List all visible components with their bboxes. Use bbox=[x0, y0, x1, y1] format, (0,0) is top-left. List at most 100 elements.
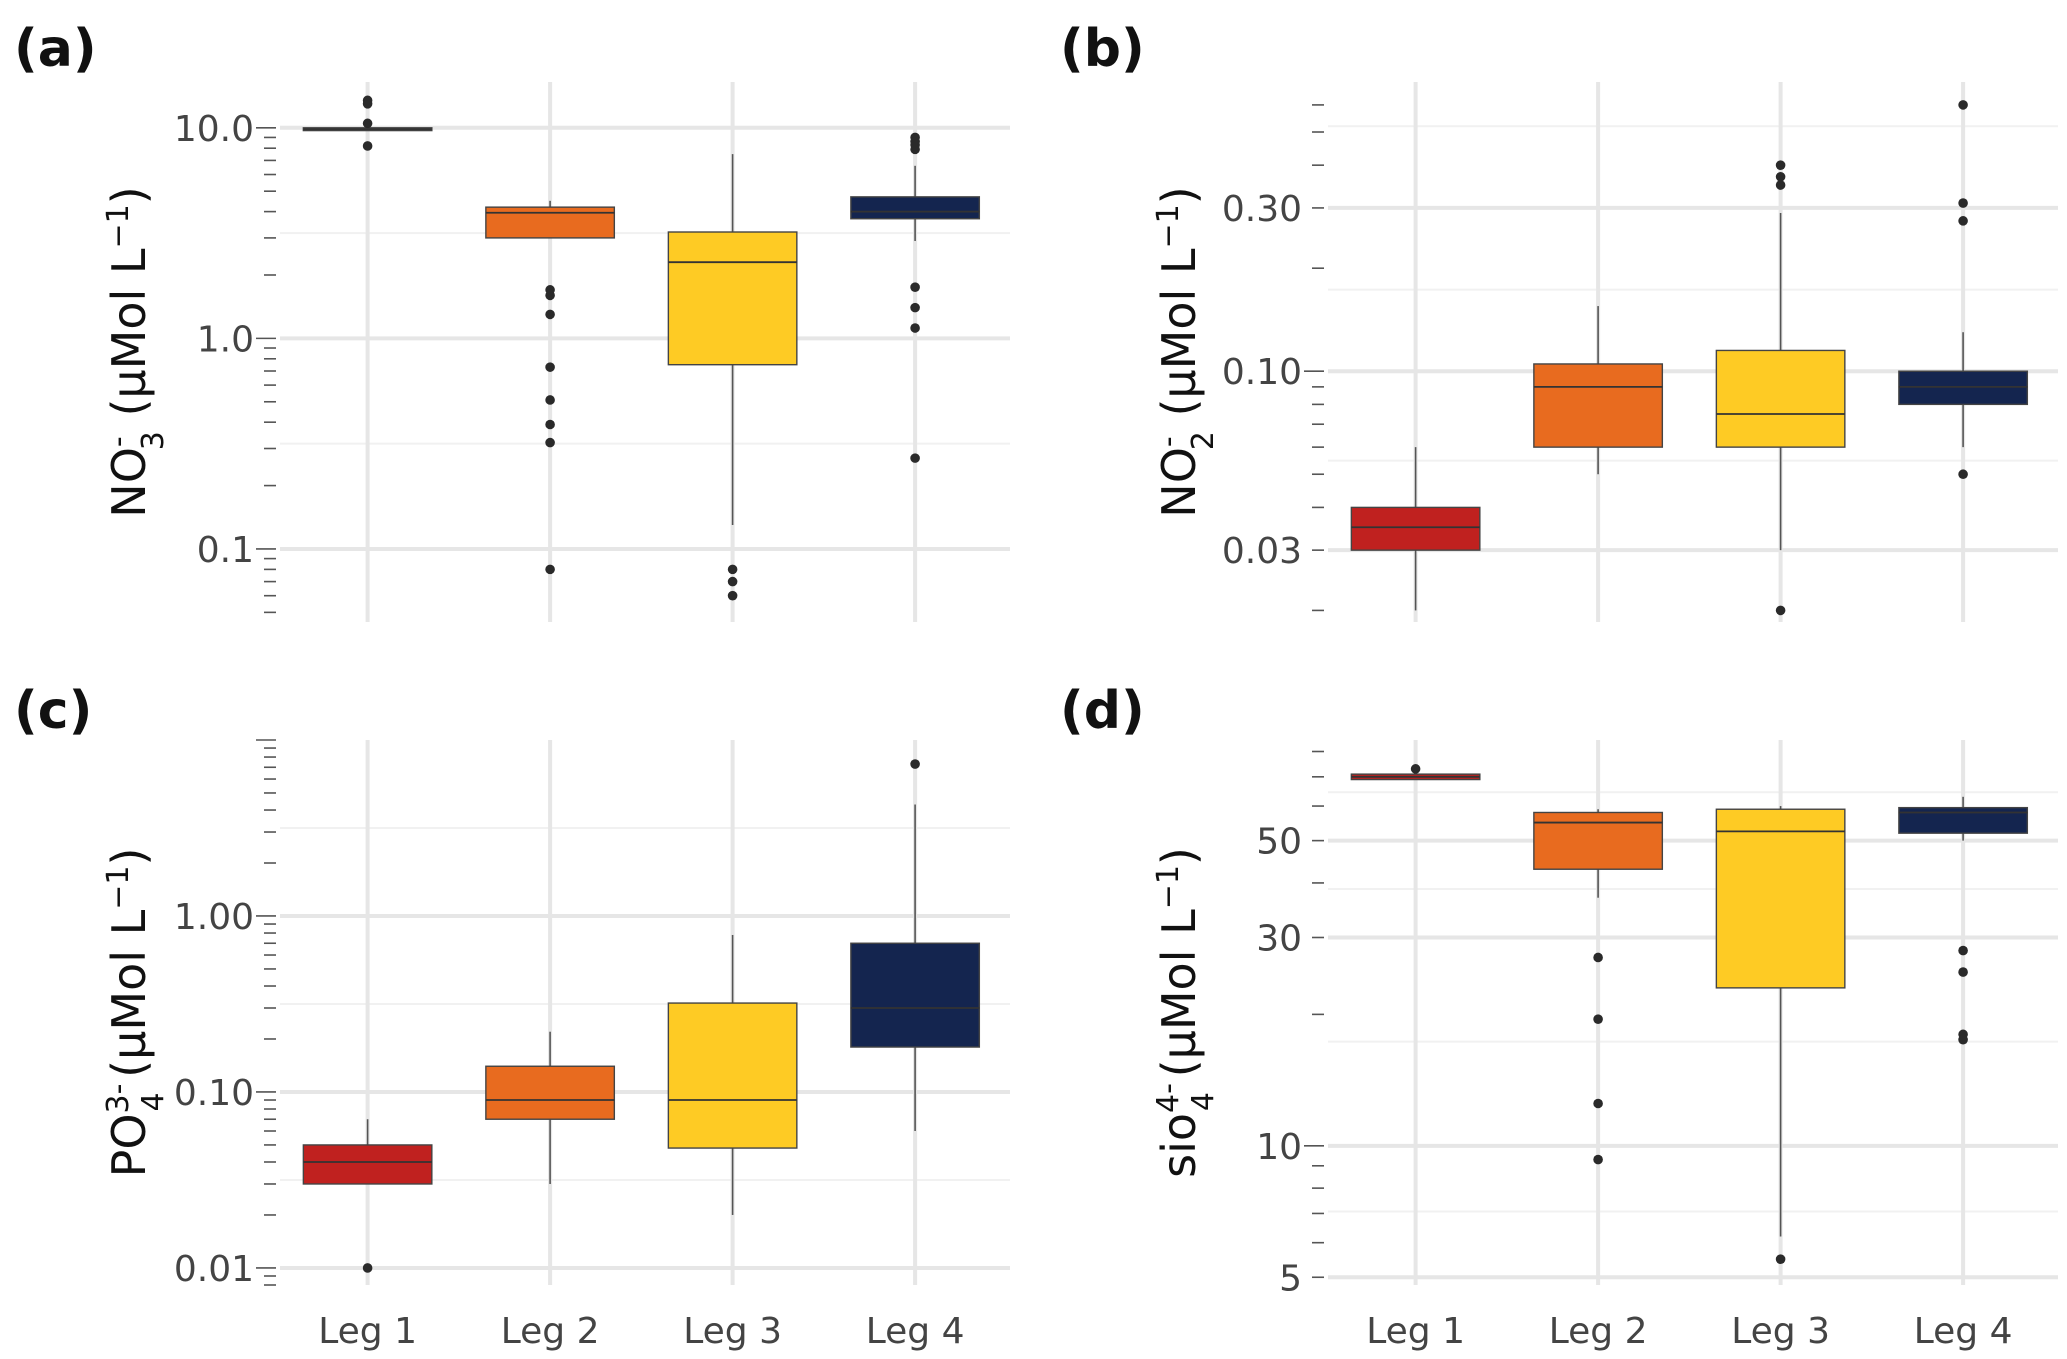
y-title-units: (µMol L bbox=[1152, 248, 1206, 431]
outlier-point bbox=[1775, 171, 1786, 182]
outlier-point bbox=[1958, 967, 1968, 977]
outlier-point bbox=[910, 144, 920, 155]
y-title-sub: 3 bbox=[136, 431, 171, 450]
outlier-point bbox=[1593, 1014, 1603, 1024]
panel-label: (d) bbox=[1060, 681, 1145, 741]
y-tick-label: 0.03 bbox=[1222, 531, 1302, 572]
box-body bbox=[1715, 808, 1846, 989]
y-tick-label: 0.1 bbox=[197, 530, 254, 571]
outlier-point bbox=[545, 564, 555, 575]
x-tick-label: Leg 3 bbox=[683, 1311, 782, 1352]
box-leg-1 bbox=[1350, 447, 1481, 611]
box-leg-3 bbox=[1715, 806, 1846, 1264]
box-leg-4 bbox=[1898, 796, 2029, 1045]
box-body bbox=[1533, 363, 1664, 448]
box-body bbox=[850, 196, 981, 220]
y-tick-label: 0.30 bbox=[1222, 189, 1302, 230]
outlier-point bbox=[1958, 216, 1968, 226]
outlier-point bbox=[727, 564, 738, 575]
outlier-point bbox=[910, 282, 920, 293]
y-title-sub: 2 bbox=[1186, 431, 1221, 450]
outlier-point bbox=[1958, 100, 1968, 110]
y-title-units-close: ) bbox=[102, 848, 156, 866]
outlier-point bbox=[545, 395, 555, 405]
y-title-sub: 4 bbox=[1186, 1092, 1221, 1111]
y-title-base: sio bbox=[1152, 1113, 1206, 1178]
outlier-point bbox=[1958, 198, 1968, 208]
box-leg-2 bbox=[1533, 809, 1664, 1165]
outlier-point bbox=[1593, 1154, 1603, 1165]
y-title-units-close: ) bbox=[102, 186, 156, 204]
x-tick-label: Leg 3 bbox=[1731, 1311, 1830, 1352]
y-tick-label: 1.0 bbox=[197, 319, 254, 360]
outlier-point bbox=[362, 141, 373, 151]
y-tick-label: 30 bbox=[1256, 918, 1302, 959]
outlier-point bbox=[545, 419, 555, 430]
outlier-point bbox=[1775, 180, 1786, 190]
box-leg-2 bbox=[485, 1031, 616, 1184]
y-title-sub: 4 bbox=[136, 1092, 171, 1111]
box-leg-3 bbox=[667, 934, 798, 1215]
outlier-point bbox=[727, 576, 738, 587]
y-axis-title: NO-2 (µMol L−1) bbox=[1151, 186, 1221, 517]
y-tick-label: 50 bbox=[1256, 822, 1302, 863]
box-body bbox=[1715, 349, 1846, 448]
panel-label: (c) bbox=[14, 681, 92, 741]
outlier-point bbox=[1593, 1098, 1603, 1109]
y-tick-label: 0.01 bbox=[174, 1249, 254, 1290]
y-axis-title: sio4-4 (µMol L−1) bbox=[1151, 847, 1221, 1178]
box-leg-3 bbox=[667, 154, 798, 601]
panel-d: (d) 5 10 30 50 Leg 1 Leg 2 Leg 3 Leg 4 sio4-4 (µM… bbox=[1060, 681, 2058, 1352]
x-tick-label: Leg 1 bbox=[1366, 1311, 1465, 1352]
outlier-point bbox=[1775, 1254, 1786, 1264]
outlier-point bbox=[545, 309, 555, 320]
y-title-units-sup: −1 bbox=[101, 866, 136, 910]
outlier-point bbox=[362, 1263, 373, 1273]
outlier-point bbox=[545, 290, 555, 301]
y-title-sup: 4- bbox=[1151, 1083, 1186, 1113]
y-title-base: NO bbox=[102, 447, 156, 518]
y-axis-title: PO3-4 (µMol L−1) bbox=[101, 848, 171, 1178]
box-leg-1 bbox=[302, 95, 433, 151]
box-body bbox=[667, 231, 798, 366]
y-title-units-close: ) bbox=[1152, 186, 1206, 204]
y-title-units-sup: −1 bbox=[1151, 865, 1186, 909]
box-leg-1 bbox=[1350, 764, 1481, 781]
box-body bbox=[1898, 370, 2029, 406]
outlier-point bbox=[545, 437, 555, 448]
box-body bbox=[485, 1065, 616, 1120]
outlier-point bbox=[910, 759, 920, 769]
x-tick-label: Leg 4 bbox=[866, 1311, 965, 1352]
outlier-point bbox=[727, 590, 738, 601]
y-axis-title: NO-3 (µMol L−1) bbox=[101, 186, 171, 517]
y-title-units-sup: −1 bbox=[101, 204, 136, 248]
box-body bbox=[1533, 811, 1664, 870]
y-title-sup: 3- bbox=[101, 1084, 136, 1114]
y-tick-label: 0.10 bbox=[1222, 352, 1302, 393]
y-title-sup: - bbox=[1151, 436, 1186, 447]
box-body bbox=[302, 1144, 433, 1185]
x-tick-label: Leg 2 bbox=[1549, 1311, 1648, 1352]
box-body bbox=[485, 206, 616, 239]
outlier-point bbox=[910, 323, 920, 333]
outlier-point bbox=[545, 362, 555, 372]
x-tick-label: Leg 4 bbox=[1914, 1311, 2013, 1352]
outlier-point bbox=[1775, 160, 1786, 170]
box-body bbox=[1898, 806, 2029, 834]
outlier-point bbox=[1593, 952, 1603, 963]
y-title-units: (µMol L bbox=[102, 248, 156, 431]
y-tick-label: 10.0 bbox=[174, 109, 254, 150]
outlier-point bbox=[1958, 1034, 1968, 1045]
y-tick-label: 10 bbox=[1256, 1127, 1302, 1168]
y-title-units: (µMol L bbox=[1152, 909, 1206, 1092]
box-leg-4 bbox=[1898, 100, 2029, 480]
y-title-units-sup: −1 bbox=[1151, 204, 1186, 248]
outlier-point bbox=[910, 453, 920, 463]
y-title-sup: - bbox=[101, 436, 136, 447]
box-leg-1 bbox=[302, 1119, 433, 1273]
x-tick-label: Leg 1 bbox=[318, 1311, 417, 1352]
box-body bbox=[850, 942, 981, 1048]
y-tick-label: 1.00 bbox=[174, 897, 254, 938]
panel-label: (b) bbox=[1060, 19, 1145, 79]
